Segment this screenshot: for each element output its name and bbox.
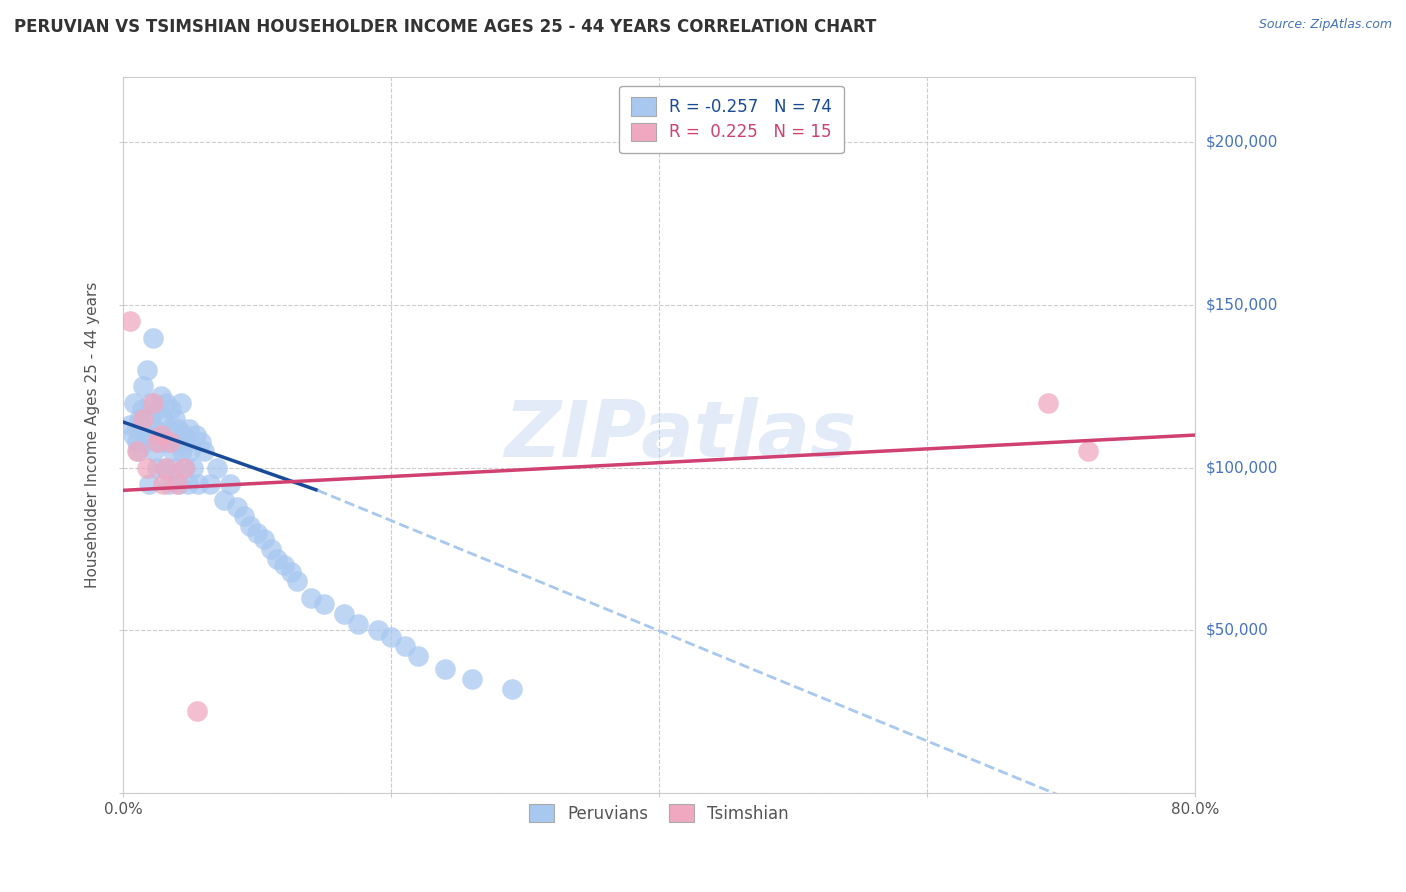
Point xyxy=(184,428,207,442)
Point xyxy=(155,395,177,409)
Point xyxy=(148,434,170,449)
Point xyxy=(219,476,242,491)
Point xyxy=(128,411,150,425)
Point xyxy=(226,500,249,514)
Text: $150,000: $150,000 xyxy=(1206,298,1278,312)
Point xyxy=(259,541,281,556)
Point xyxy=(125,434,148,449)
Point xyxy=(135,428,157,442)
Point xyxy=(406,649,429,664)
Point xyxy=(172,444,194,458)
Text: $200,000: $200,000 xyxy=(1206,135,1278,150)
Point xyxy=(193,444,215,458)
Point xyxy=(187,476,209,491)
Point xyxy=(173,460,195,475)
Point xyxy=(145,421,167,435)
Point xyxy=(253,532,276,546)
Y-axis label: Householder Income Ages 25 - 44 years: Householder Income Ages 25 - 44 years xyxy=(86,282,100,588)
Point xyxy=(165,411,187,425)
Point xyxy=(125,444,148,458)
Point xyxy=(166,476,188,491)
Point xyxy=(177,421,200,435)
Point xyxy=(433,662,456,676)
Point xyxy=(142,395,165,409)
Point xyxy=(138,476,160,491)
Text: ZIPatlas: ZIPatlas xyxy=(505,397,856,473)
Point xyxy=(118,314,141,328)
Point xyxy=(131,402,153,417)
Point xyxy=(127,444,149,458)
Point xyxy=(139,395,162,409)
Text: PERUVIAN VS TSIMSHIAN HOUSEHOLDER INCOME AGES 25 - 44 YEARS CORRELATION CHART: PERUVIAN VS TSIMSHIAN HOUSEHOLDER INCOME… xyxy=(14,18,876,36)
Point xyxy=(176,476,198,491)
Legend: Peruvians, Tsimshian: Peruvians, Tsimshian xyxy=(517,792,800,834)
Point xyxy=(163,460,186,475)
Point xyxy=(232,509,254,524)
Point xyxy=(239,519,262,533)
Point xyxy=(157,476,180,491)
Point xyxy=(136,460,159,475)
Point xyxy=(200,476,222,491)
Point xyxy=(186,705,208,719)
Point xyxy=(460,672,482,686)
Point xyxy=(149,428,172,442)
Point xyxy=(141,411,163,425)
Point xyxy=(367,623,389,637)
Point xyxy=(153,460,176,475)
Point xyxy=(134,434,156,449)
Point xyxy=(394,640,416,654)
Point xyxy=(273,558,295,573)
Point xyxy=(150,428,173,442)
Point xyxy=(145,460,167,475)
Point xyxy=(1077,444,1099,458)
Point xyxy=(501,681,523,696)
Point xyxy=(346,616,368,631)
Point xyxy=(146,402,169,417)
Point xyxy=(129,421,152,435)
Point xyxy=(159,421,181,435)
Point xyxy=(152,476,174,491)
Point xyxy=(174,434,197,449)
Point xyxy=(169,476,191,491)
Point xyxy=(314,597,336,611)
Point xyxy=(173,428,195,442)
Point xyxy=(173,460,195,475)
Point xyxy=(299,591,322,605)
Point xyxy=(159,434,181,449)
Point xyxy=(156,434,179,449)
Point xyxy=(155,460,177,475)
Point xyxy=(205,460,228,475)
Point xyxy=(266,551,288,566)
Point xyxy=(246,525,269,540)
Point xyxy=(122,395,145,409)
Point xyxy=(145,434,167,449)
Point xyxy=(121,428,143,442)
Point xyxy=(167,421,190,435)
Point xyxy=(149,389,172,403)
Point xyxy=(212,493,235,508)
Point xyxy=(136,363,159,377)
Point xyxy=(333,607,356,621)
Point xyxy=(170,395,193,409)
Text: Source: ZipAtlas.com: Source: ZipAtlas.com xyxy=(1258,18,1392,31)
Point xyxy=(380,630,402,644)
Point xyxy=(118,418,141,433)
Text: $50,000: $50,000 xyxy=(1206,623,1268,638)
Point xyxy=(1036,395,1059,409)
Point xyxy=(179,444,201,458)
Point xyxy=(143,444,166,458)
Point xyxy=(166,434,188,449)
Point xyxy=(152,411,174,425)
Point xyxy=(287,574,309,589)
Point xyxy=(132,411,155,425)
Point xyxy=(142,330,165,344)
Point xyxy=(162,444,184,458)
Point xyxy=(181,460,204,475)
Text: $100,000: $100,000 xyxy=(1206,460,1278,475)
Point xyxy=(280,565,302,579)
Point xyxy=(190,434,212,449)
Point xyxy=(160,402,183,417)
Point xyxy=(132,379,155,393)
